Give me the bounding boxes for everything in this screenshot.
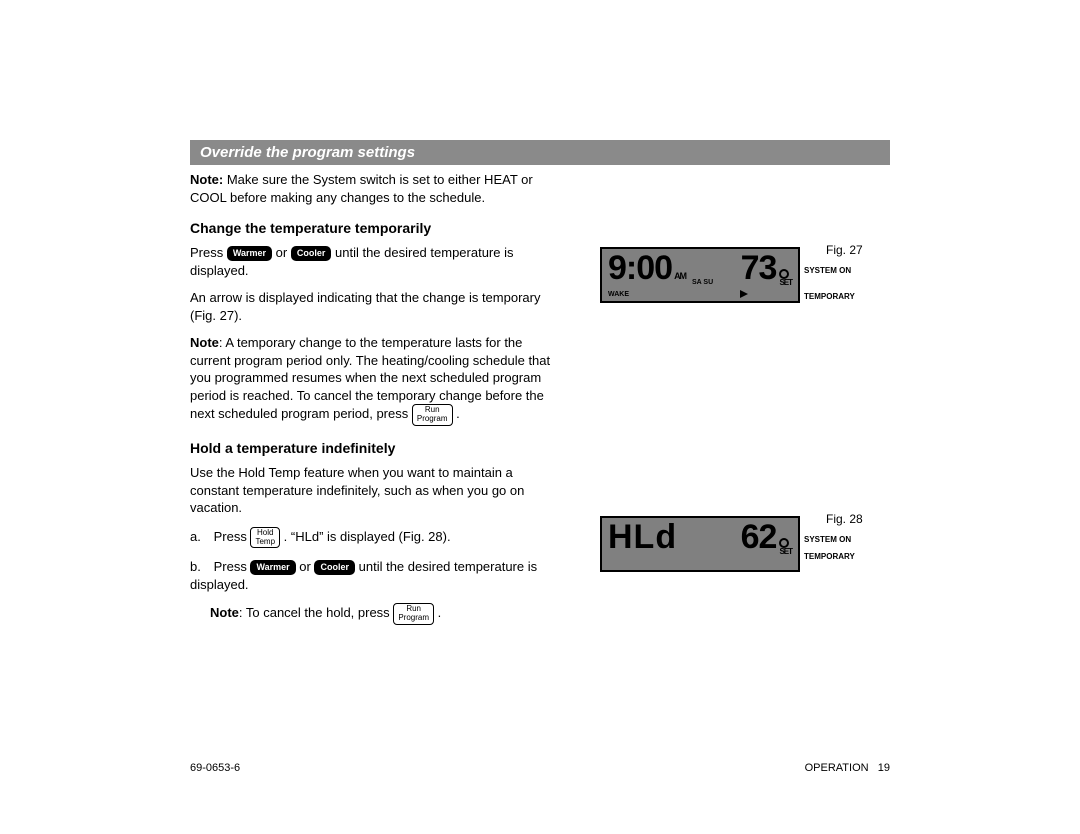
warmer-button-icon-2: Warmer bbox=[250, 560, 295, 575]
footer-right: OPERATION 19 bbox=[805, 762, 890, 774]
run-label-2: Run bbox=[406, 604, 421, 613]
lcd2-temporary: TEMPORARY bbox=[804, 552, 855, 561]
lcd-display-2: HLd 62 SET bbox=[600, 516, 800, 572]
hold-temp-button-icon: Hold Temp bbox=[250, 527, 280, 549]
note2-label: Note bbox=[190, 335, 219, 350]
cooler-button-icon-2: Cooler bbox=[314, 560, 355, 575]
paragraph-1: Press Warmer or Cooler until the desired… bbox=[190, 244, 560, 279]
program-label-2: Program bbox=[398, 613, 429, 622]
marker-b: b. bbox=[190, 558, 210, 576]
footer-page-number: 19 bbox=[878, 762, 890, 774]
list-item-a: a. Press Hold Temp . “HLd” is displayed … bbox=[190, 527, 560, 549]
note3-text: : To cancel the hold, press bbox=[239, 606, 390, 621]
page-footer: 69-0653-6 OPERATION 19 bbox=[190, 762, 890, 774]
note-2: Note: A temporary change to the temperat… bbox=[190, 334, 560, 426]
p1-b: or bbox=[276, 245, 288, 260]
warmer-button-icon: Warmer bbox=[227, 246, 272, 261]
paragraph-3: Use the Hold Temp feature when you want … bbox=[190, 464, 560, 517]
note3-label: Note bbox=[210, 606, 239, 621]
period-2: . bbox=[438, 606, 442, 621]
lcd2-set: SET bbox=[779, 548, 792, 556]
fig27-label: Fig. 27 bbox=[826, 243, 863, 257]
lcd1-temp-block: 73 SET bbox=[741, 251, 792, 287]
note-text: Make sure the System switch is set to ei… bbox=[190, 172, 533, 205]
run-program-button-icon: Run Program bbox=[412, 404, 453, 426]
li-b-1: Press bbox=[214, 559, 247, 574]
list-item-b: b. Press Warmer or Cooler until the desi… bbox=[190, 558, 560, 593]
note-label: Note: bbox=[190, 172, 223, 187]
fig28-label: Fig. 28 bbox=[826, 512, 863, 526]
lcd-display-1: 9:00 AM 73 SET SA SU WAKE bbox=[600, 247, 800, 303]
note-3: Note: To cancel the hold, press Run Prog… bbox=[190, 603, 580, 625]
lcd2-temp: 62 bbox=[741, 520, 777, 554]
note-1: Note: Make sure the System switch is set… bbox=[190, 171, 560, 206]
cooler-button-icon: Cooler bbox=[291, 246, 332, 261]
li-a-2: . “HLd” is displayed (Fig. 28). bbox=[284, 529, 451, 544]
run-label: Run bbox=[425, 405, 440, 414]
run-program-button-icon-2: Run Program bbox=[393, 603, 434, 625]
section-title-bar: Override the program settings bbox=[190, 140, 890, 165]
program-label: Program bbox=[417, 414, 448, 423]
lcd1-temp: 73 bbox=[741, 251, 777, 285]
lcd1-ampm: AM bbox=[674, 272, 686, 281]
marker-a: a. bbox=[190, 528, 210, 546]
subheading-2: Hold a temperature indefinitely bbox=[190, 440, 890, 456]
arrow-icon bbox=[740, 290, 748, 298]
footer-doc-id: 69-0653-6 bbox=[190, 762, 240, 774]
lcd1-set: SET bbox=[779, 279, 792, 287]
subheading-1: Change the temperature temporarily bbox=[190, 220, 890, 236]
lcd2-temp-block: 62 SET bbox=[741, 520, 792, 556]
manual-page: Override the program settings Note: Make… bbox=[0, 0, 1080, 834]
lcd1-time-block: 9:00 AM bbox=[608, 251, 686, 285]
li-a-1: Press bbox=[214, 529, 247, 544]
lcd2-system-on: SYSTEM ON bbox=[804, 535, 851, 544]
period: . bbox=[456, 407, 460, 422]
lcd1-system-on: SYSTEM ON bbox=[804, 266, 851, 275]
footer-section: OPERATION bbox=[805, 762, 869, 774]
lcd1-temporary: TEMPORARY bbox=[804, 292, 855, 301]
note2-text: : A temporary change to the temperature … bbox=[190, 335, 550, 421]
temp-label: Temp bbox=[255, 537, 275, 546]
lcd1-time: 9:00 bbox=[608, 251, 672, 285]
lcd1-wake: WAKE bbox=[608, 291, 629, 298]
lcd2-text: HLd bbox=[608, 520, 677, 554]
li-b-2: or bbox=[299, 559, 311, 574]
paragraph-2: An arrow is displayed indicating that th… bbox=[190, 289, 560, 324]
p1-a: Press bbox=[190, 245, 223, 260]
lcd1-days: SA SU bbox=[692, 279, 713, 286]
hold-label: Hold bbox=[257, 528, 273, 537]
